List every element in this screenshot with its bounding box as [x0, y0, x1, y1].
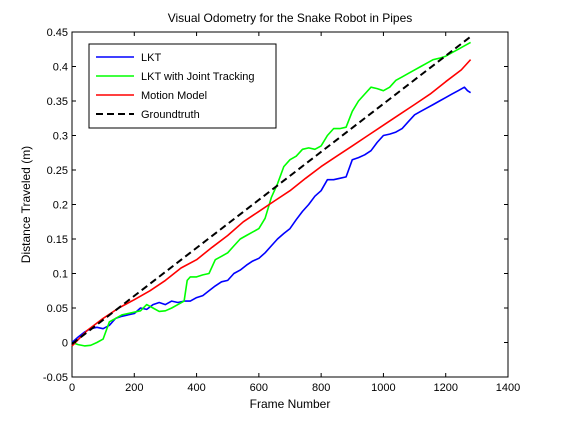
y-tick-label: 0.45 — [47, 27, 68, 39]
series-layer — [71, 34, 473, 347]
series-line-groundtruth — [71, 34, 473, 345]
y-tick-label: 0.25 — [47, 165, 68, 177]
chart-title: Visual Odometry for the Snake Robot in P… — [168, 11, 413, 25]
y-tick-label: -0.05 — [43, 372, 68, 384]
legend-label-lkt: LKT — [141, 52, 161, 64]
legend-label-motion-model: Motion Model — [141, 90, 207, 102]
series-line-lkt — [71, 86, 472, 344]
x-tick-label: 600 — [250, 382, 268, 394]
y-tick-label: 0 — [62, 338, 68, 350]
x-tick-label: 1000 — [371, 382, 395, 394]
y-tick-label: 0.05 — [47, 303, 68, 315]
legend-items: LKT LKT with Joint Tracking Motion Model Gr… — [96, 52, 255, 121]
x-tick-label: 0 — [69, 382, 75, 394]
legend: LKT LKT with Joint Tracking Motion Model Gr… — [88, 43, 277, 129]
y-axis-label: Distance Traveled (m) — [19, 146, 33, 263]
legend-label-groundtruth: Groundtruth — [141, 109, 200, 121]
y-tick-label: 0.2 — [53, 200, 68, 212]
y-tick-label: 0.1 — [53, 269, 68, 281]
axis-ticks: 0 200 400 600 800 1000 1200 1400-0.0500.050.10.… — [43, 27, 520, 394]
x-tick-label: 200 — [125, 382, 143, 394]
y-tick-label: 0.35 — [47, 96, 68, 108]
x-tick-label: 800 — [312, 382, 330, 394]
x-tick-label: 1400 — [496, 382, 520, 394]
y-tick-label: 0.3 — [53, 131, 68, 143]
x-tick-label: 1200 — [433, 382, 457, 394]
x-axis-label: Frame Number — [250, 397, 331, 411]
y-tick-label: 0.4 — [53, 62, 68, 74]
series-line-lkt-with-joint-tracking — [71, 41, 471, 347]
legend-label-lkt-with-joint-tracking: LKT with Joint Tracking — [141, 71, 255, 83]
x-tick-label: 400 — [187, 382, 205, 394]
y-tick-label: 0.15 — [47, 234, 68, 246]
series-line-motion-model — [71, 59, 472, 347]
